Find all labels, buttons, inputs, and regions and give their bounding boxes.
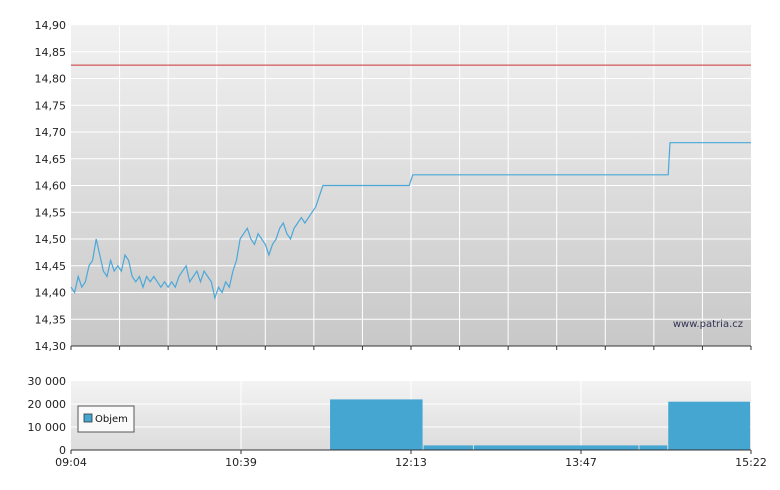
price-y-tick-label: 14,30 bbox=[35, 340, 67, 353]
volume-bars bbox=[330, 399, 750, 450]
volume-bar bbox=[423, 445, 473, 450]
price-y-tick-label: 14,90 bbox=[35, 19, 67, 32]
price-y-tick-label: 14,80 bbox=[35, 73, 67, 86]
price-y-tick-label: 14,70 bbox=[35, 126, 67, 139]
x-tick-label: 09:04 bbox=[55, 456, 87, 469]
price-y-tick-labels: 14,90 14,85 14,80 14,75 14,70 14,65 14,60 14,55… bbox=[35, 19, 67, 353]
volume-bar bbox=[473, 445, 639, 450]
price-x-tick-marks bbox=[70, 346, 752, 350]
volume-y-tick-label: 0 bbox=[59, 444, 66, 457]
price-y-tick-label: 14,45 bbox=[35, 260, 67, 273]
price-y-tick-label: 14,40 bbox=[35, 287, 67, 300]
x-tick-label: 13:47 bbox=[565, 456, 597, 469]
price-y-tick-label: 14,85 bbox=[35, 46, 67, 59]
volume-bar bbox=[330, 399, 423, 450]
price-horizontal-grid bbox=[71, 51, 751, 320]
volume-bar bbox=[639, 445, 668, 450]
watermark: www.patria.cz bbox=[673, 319, 743, 330]
volume-bar bbox=[668, 401, 750, 450]
volume-legend: Objem bbox=[77, 405, 135, 433]
price-y-tick-label: 14,50 bbox=[35, 233, 67, 246]
price-y-tick-label: 14,65 bbox=[35, 153, 67, 166]
x-tick-label: 10:39 bbox=[225, 456, 257, 469]
x-tick-label: 12:13 bbox=[395, 456, 427, 469]
price-y-tick-label: 14,55 bbox=[35, 206, 67, 219]
price-panel: 14,90 14,85 14,80 14,75 14,70 14,65 14,60 14,55… bbox=[35, 19, 752, 353]
x-tick-label: 15:22 bbox=[735, 456, 767, 469]
price-y-tick-label: 14,60 bbox=[35, 180, 67, 193]
volume-y-tick-label: 30 000 bbox=[28, 375, 67, 388]
volume-y-tick-labels: 30 000 20 000 10 000 0 bbox=[28, 375, 67, 457]
volume-x-tick-labels: 09:04 10:39 12:13 13:47 15:22 bbox=[55, 450, 767, 469]
price-y-tick-label: 14,35 bbox=[35, 313, 67, 326]
price-series-line bbox=[70, 142, 751, 301]
price-y-tick-label: 14,75 bbox=[35, 99, 67, 112]
volume-panel: 30 000 20 000 10 000 0 09:04 10:39 12:13 13:47… bbox=[28, 375, 767, 469]
legend-label: Objem bbox=[95, 414, 128, 425]
volume-y-tick-label: 10 000 bbox=[28, 421, 67, 434]
volume-y-tick-label: 20 000 bbox=[28, 398, 67, 411]
legend-swatch bbox=[83, 413, 93, 423]
